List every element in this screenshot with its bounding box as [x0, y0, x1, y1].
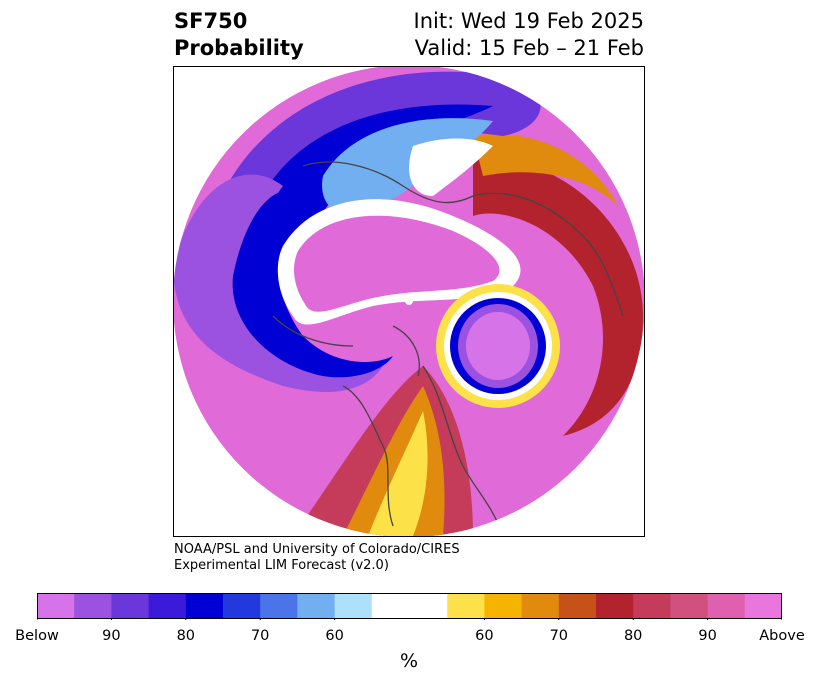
colorbar-above-swatch-6	[670, 593, 709, 619]
colorbar-below-swatch-5	[223, 593, 261, 619]
init-date: Init: Wed 19 Feb 2025	[413, 9, 644, 33]
colorbar-tick-label-9: Above	[759, 628, 805, 644]
colorbar-border	[37, 593, 782, 619]
colorbar-below-swatch-0	[37, 593, 75, 619]
loop-center	[466, 312, 530, 380]
pole-marker	[405, 297, 413, 305]
date-block: Init: Wed 19 Feb 2025 Valid: 15 Feb – 21…	[414, 8, 644, 62]
colorbar-tick-label-4: 60	[325, 628, 344, 644]
colorbar-above-swatch-7	[707, 593, 746, 619]
colorbar-above-swatch-3	[558, 593, 597, 619]
colorbar-above-swatch-4	[596, 593, 634, 619]
below-arm-deep	[232, 191, 393, 378]
above-band-east	[473, 156, 643, 436]
colorbar-above-swatch-8	[744, 593, 782, 619]
colorbar-below-swatch-8	[334, 593, 373, 619]
colorbar-units: %	[399, 650, 419, 672]
above-band-north	[473, 134, 618, 206]
above-center	[293, 215, 500, 312]
colorbar	[37, 593, 782, 620]
probability-title: Probability	[174, 36, 304, 60]
colorbar-tick-label-2: 80	[176, 628, 196, 644]
colorbar-above-swatch-1	[484, 593, 523, 619]
credit-line-2: Experimental LIM Forecast (v2.0)	[174, 558, 389, 573]
colorbar-below-swatch-3	[148, 593, 187, 619]
colorbar-tick-label-6: 70	[549, 628, 569, 644]
map-border	[173, 66, 645, 537]
colorbar-tick-label-8: 90	[698, 628, 717, 644]
below-cap-deep	[250, 104, 493, 287]
credit-block: NOAA/PSL and University of Colorado/CIRE…	[174, 542, 460, 574]
colorbar-below-swatch-1	[74, 593, 112, 619]
colorbar-above-swatch-0	[447, 593, 485, 619]
coastlines	[272, 161, 624, 537]
neutral-patch	[409, 138, 493, 196]
above-tongue-yellow	[368, 411, 428, 536]
colorbar-tick-label-3: 70	[250, 628, 270, 644]
below-arm-west	[173, 174, 383, 392]
colorbar-below-swatch-4	[185, 593, 224, 619]
variable-title: SF750	[174, 9, 248, 33]
colorbar-below-swatch-7	[297, 593, 336, 619]
probability-field	[173, 66, 645, 537]
colorbar-above-swatch-2	[521, 593, 560, 619]
credit-line-1: NOAA/PSL and University of Colorado/CIRE…	[174, 542, 460, 557]
forecast-map	[173, 66, 645, 537]
colorbar-below-swatch-2	[111, 593, 150, 619]
colorbar-above-swatch-5	[633, 593, 671, 619]
colorbar-neutral-swatch	[371, 593, 448, 619]
colorbar-tick-label-5: 60	[475, 628, 494, 644]
colorbar-tick-label-1: 90	[102, 628, 121, 644]
colorbar-tick-label-0: Below	[15, 628, 59, 644]
colorbar-below-swatch-6	[260, 593, 298, 619]
colorbar-tick-label-7: 80	[623, 628, 643, 644]
title-block: SF750 Probability	[174, 8, 304, 62]
valid-range: Valid: 15 Feb – 21 Feb	[414, 36, 644, 60]
